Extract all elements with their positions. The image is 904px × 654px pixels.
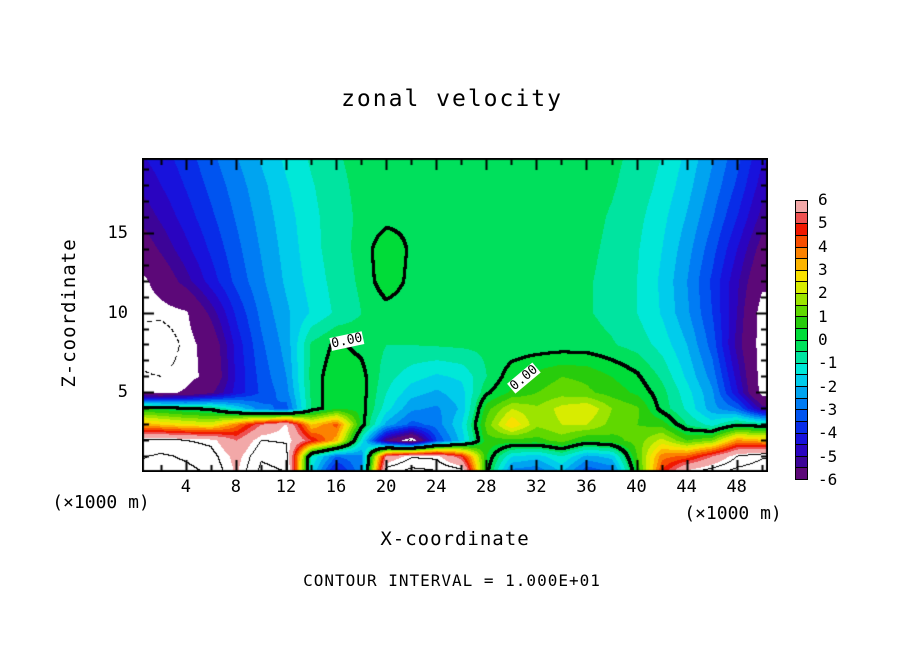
x-tick-label: 40	[626, 477, 647, 497]
colorbar-label: -2	[818, 376, 838, 396]
colorbar-cell	[796, 444, 807, 456]
colorbar-label: -1	[818, 353, 838, 373]
z-tick-label: 5	[117, 382, 128, 403]
colorbar-label: -5	[818, 446, 838, 466]
x-tick-label: 32	[526, 477, 547, 497]
colorbar-cell	[796, 293, 807, 305]
colorbar-cell	[796, 409, 807, 421]
colorbar-cell	[796, 281, 807, 293]
colorbar-cell	[796, 351, 807, 363]
colorbar-label: 4	[818, 236, 828, 256]
x-tick-label: 28	[476, 477, 497, 497]
colorbar-cell	[796, 316, 807, 328]
colorbar-cell	[796, 327, 807, 340]
x-tick-label: 16	[325, 477, 347, 497]
x-tick-label: 36	[576, 477, 597, 497]
z-tick-label: 15	[107, 222, 128, 243]
x-tick-label: 8	[230, 477, 242, 497]
plot-area: 0.00 0.00	[142, 158, 768, 472]
contour-field-canvas	[142, 158, 768, 472]
colorbar-cell	[796, 374, 807, 386]
colorbar-cell	[796, 211, 807, 224]
colorbar-cell	[796, 201, 807, 212]
x-axis-unit-left: (×1000 m)	[52, 492, 150, 513]
colorbar-label: -3	[818, 400, 838, 419]
colorbar-cell	[796, 234, 807, 247]
z-axis-title: Z-coordinate	[56, 158, 82, 472]
colorbar-cell	[796, 455, 807, 468]
colorbar-label: 0	[818, 330, 828, 349]
x-axis-unit-right: (×1000 m)	[684, 503, 782, 524]
z-axis-tick-labels: 5 10 15	[92, 158, 128, 472]
colorbar-label: 5	[818, 213, 828, 233]
colorbar-cell	[796, 467, 807, 479]
colorbar-cell	[796, 223, 807, 235]
chart-title: zonal velocity	[341, 86, 563, 112]
x-tick-label: 4	[180, 477, 191, 497]
colorbar-label: -6	[818, 470, 838, 489]
colorbar-cell	[796, 339, 807, 352]
z-tick-label: 10	[107, 302, 128, 323]
x-tick-label: 24	[425, 477, 447, 497]
colorbar-labels: 6 5 4 3 2 1 0 -1 -2 -3 -4 -5 -6	[818, 191, 862, 489]
colorbar-cell	[796, 362, 807, 375]
colorbar-cell	[796, 246, 807, 259]
x-tick-label: 20	[375, 477, 397, 497]
contour-interval-caption: CONTOUR INTERVAL = 1.000E+01	[303, 571, 601, 590]
x-axis-tick-labels: 4 8 12 16 20 24 28 32 36 40 44 48	[142, 477, 768, 497]
colorbar	[795, 200, 808, 480]
x-tick-label: 48	[726, 477, 747, 497]
colorbar-label: 3	[818, 260, 828, 279]
colorbar-cell	[796, 269, 807, 282]
x-axis-title: X-coordinate	[380, 528, 530, 550]
z-axis-title-text: Z-coordinate	[58, 238, 80, 388]
colorbar-cell	[796, 397, 807, 410]
colorbar-cell	[796, 304, 807, 317]
colorbar-cell	[796, 420, 807, 433]
x-tick-label: 44	[676, 477, 697, 497]
colorbar-cell	[796, 432, 807, 445]
colorbar-label: 1	[818, 306, 828, 326]
x-tick-label: 12	[275, 477, 297, 497]
colorbar-label: 6	[818, 190, 828, 209]
colorbar-cell	[796, 386, 807, 398]
colorbar-label: -4	[818, 423, 838, 443]
colorbar-cell	[796, 258, 807, 270]
colorbar-label: 2	[818, 283, 828, 303]
